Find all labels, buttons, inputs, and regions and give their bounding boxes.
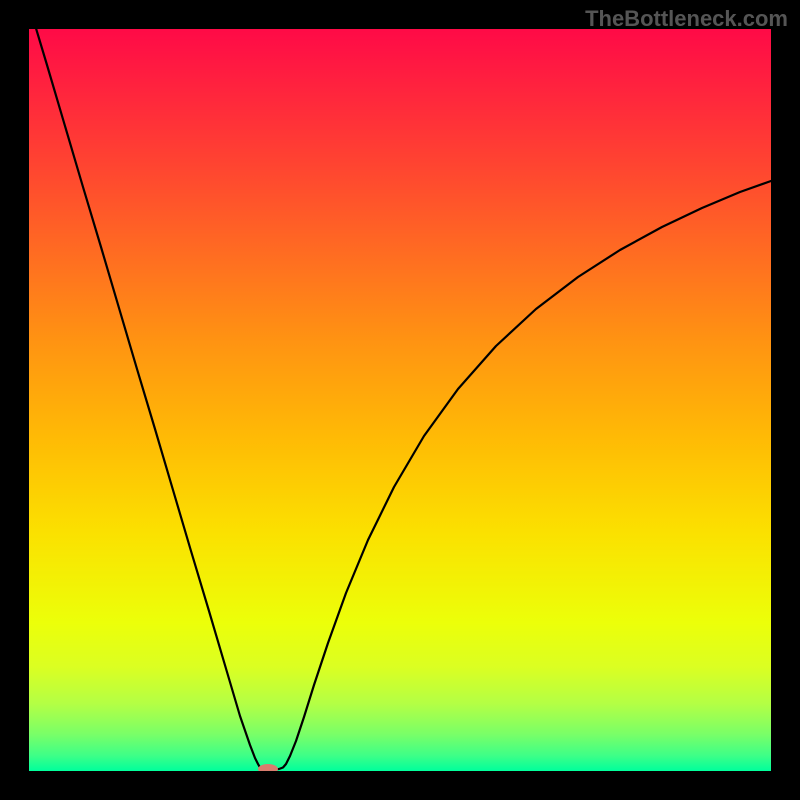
chart-plot-background [29,29,771,771]
bottleneck-chart [0,0,800,800]
chart-container: TheBottleneck.com [0,0,800,800]
watermark-text: TheBottleneck.com [585,6,788,32]
